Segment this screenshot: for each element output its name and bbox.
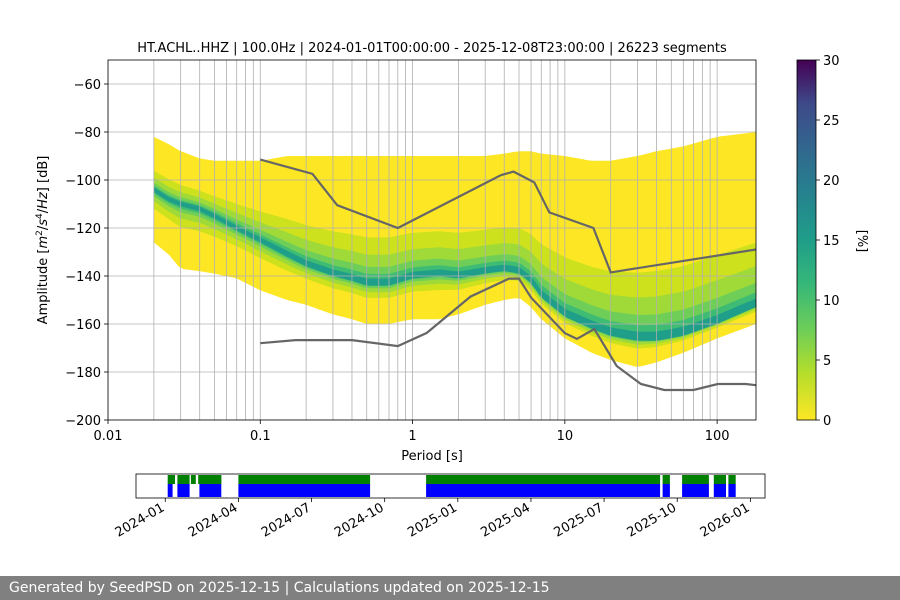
timeline-ticks: 2024-01 2024-04 2024-07 2024-10 2025-01 2025-… [113, 498, 753, 541]
psd-plot-area: 0.01 0.1 1 10 100 −200 −180 −160 −140 −120 −100 −8… [35, 59, 757, 464]
noise-model-line [260, 277, 756, 392]
y-tick-label: −120 [65, 222, 101, 237]
psd-density-heatmap [153, 132, 756, 367]
timeline-interval [713, 475, 726, 484]
timeline-interval [198, 475, 222, 484]
colorbar-ticks: 0 5 10 15 20 25 30 [816, 54, 840, 429]
colorbar-tick-label: 5 [823, 354, 831, 369]
timeline-interval [713, 484, 726, 497]
colorbar-label: [%] [854, 230, 869, 253]
timeline-interval [426, 484, 661, 497]
timeline-tick-label: 2025-01 [405, 500, 460, 540]
y-axis-label: Amplitude [m2/s4/Hz] [dB] [35, 156, 51, 325]
timeline-bars [167, 475, 736, 497]
timeline-interval [662, 475, 670, 484]
x-tick-label: 1 [408, 429, 416, 444]
density-band [153, 182, 756, 342]
timeline-interval [662, 484, 670, 497]
timeline-interval [426, 475, 661, 484]
colorbar-tick-label: 15 [823, 234, 840, 249]
timeline-interval [728, 475, 736, 484]
timeline-frame [135, 473, 766, 499]
timeline-interval [190, 475, 196, 484]
timeline-tick-label: 2025-10 [625, 500, 680, 540]
timeline-tick-label: 2024-01 [113, 500, 168, 540]
colorbar-tick-label: 30 [823, 54, 840, 69]
x-tick-label: 0.01 [94, 429, 123, 444]
timeline-interval [177, 484, 190, 497]
timeline-interval [177, 475, 190, 484]
colorbar-tick-label: 0 [823, 414, 831, 429]
timeline-interval [238, 484, 371, 497]
timeline-tick-label: 2025-07 [552, 500, 607, 540]
x-axis-ticks: 0.01 0.1 1 10 100 [94, 420, 730, 444]
plot-frame [107, 59, 757, 421]
y-tick-label: −200 [65, 414, 101, 429]
colorbar: 0 5 10 15 20 25 30 [%] [796, 54, 869, 429]
timeline-interval [167, 484, 173, 497]
noise-model-line [260, 158, 756, 274]
y-tick-label: −80 [74, 126, 101, 141]
y-tick-label: −60 [74, 78, 101, 93]
timeline-tick-label: 2024-10 [332, 500, 387, 540]
x-tick-label: 10 [557, 429, 574, 444]
y-tick-label: −100 [65, 174, 101, 189]
x-tick-label: 100 [705, 429, 730, 444]
plot-grid [108, 60, 756, 420]
timeline-tick-label: 2025-04 [478, 500, 533, 540]
chart-title: HT.ACHL..HHZ | 100.0Hz | 2024-01-01T00:0… [137, 41, 727, 56]
timeline-interval [682, 475, 709, 484]
colorbar-tick-label: 25 [823, 114, 840, 129]
y-tick-label: −180 [65, 366, 101, 381]
density-band [153, 187, 756, 341]
colorbar-tick-label: 20 [823, 174, 840, 189]
timeline-tick-label: 2026-01 [698, 500, 753, 540]
timeline-tick-label: 2024-04 [186, 500, 241, 540]
y-tick-label: −160 [65, 318, 101, 333]
x-axis-label: Period [s] [401, 449, 463, 464]
x-tick-label: 0.1 [250, 429, 271, 444]
y-tick-label: −140 [65, 270, 101, 285]
timeline-interval [238, 475, 371, 484]
timeline-tick-label: 2024-07 [259, 500, 314, 540]
timeline-interval [199, 484, 222, 497]
y-axis-ticks: −200 −180 −160 −140 −120 −100 −80 −60 [65, 78, 108, 429]
footer-text: Generated by SeedPSD on 2025-12-15 | Cal… [9, 580, 550, 596]
footer-bar: Generated by SeedPSD on 2025-12-15 | Cal… [0, 576, 900, 600]
timeline-interval [682, 484, 709, 497]
timeline-interval [167, 475, 175, 484]
colorbar-gradient [796, 59, 817, 421]
timeline-interval [728, 484, 736, 497]
availability-timeline: 2024-01 2024-04 2024-07 2024-10 2025-01 2025-… [113, 473, 766, 541]
colorbar-tick-label: 10 [823, 294, 840, 309]
noise-models [260, 158, 756, 392]
